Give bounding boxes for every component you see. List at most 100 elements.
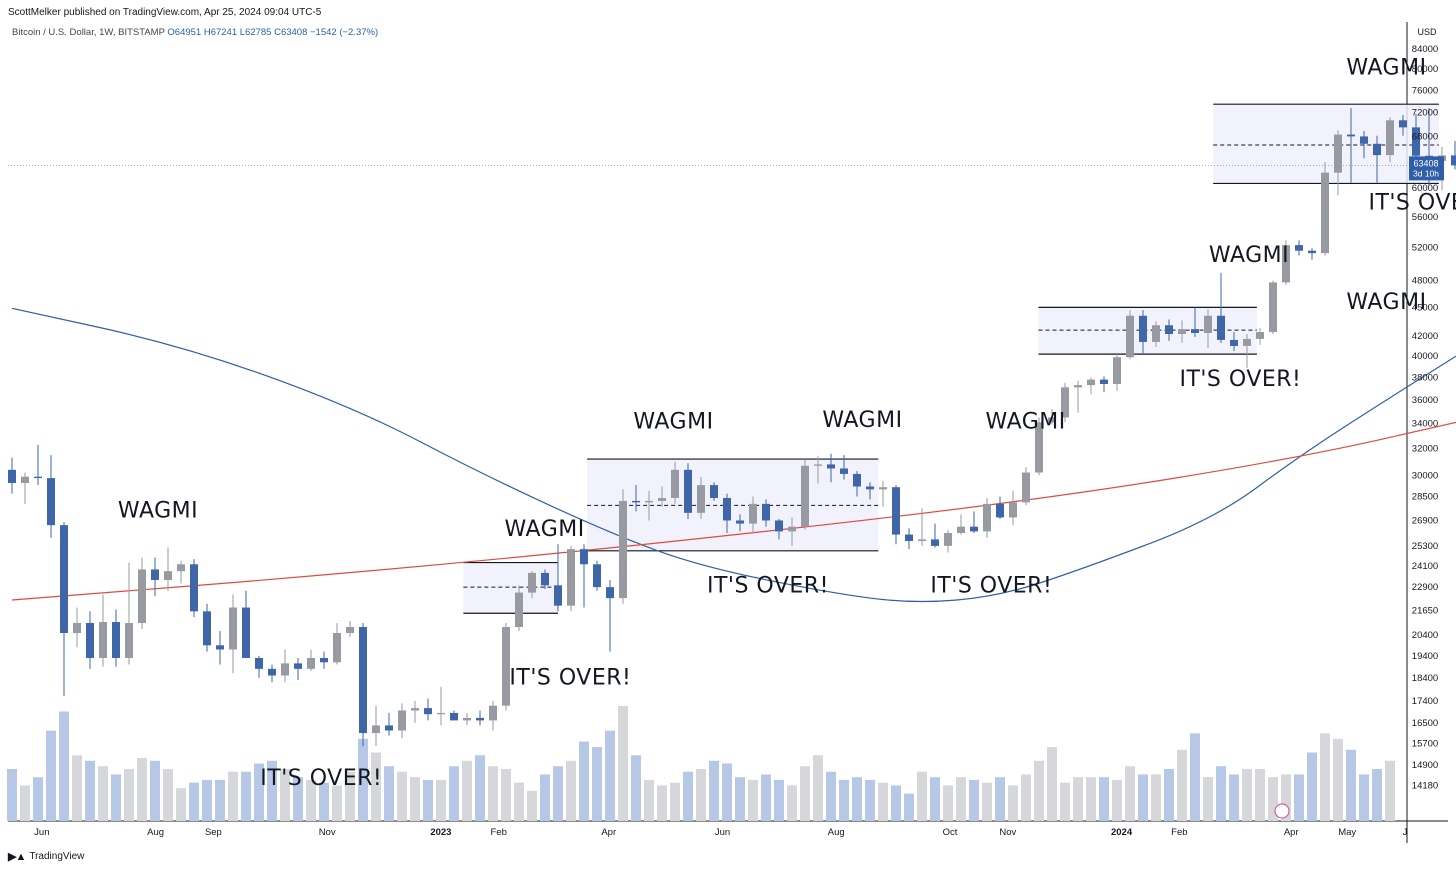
candle — [190, 559, 198, 618]
range-box — [1213, 104, 1439, 184]
candle-body — [1347, 134, 1355, 137]
price-tick-label: 56000 — [1412, 212, 1438, 223]
candle — [1256, 328, 1264, 345]
candle-body — [775, 520, 783, 532]
candle-body — [528, 572, 536, 593]
volume-bar — [956, 777, 966, 821]
volume-bar — [20, 785, 30, 821]
volume-bar — [98, 766, 108, 821]
price-tick-label: 28500 — [1412, 492, 1438, 503]
candle — [1035, 417, 1043, 476]
candle — [723, 493, 731, 533]
candle-body — [1412, 127, 1420, 156]
volume-bar — [150, 760, 160, 821]
volume-bar — [228, 771, 238, 821]
candle — [385, 712, 393, 736]
volume-bar — [293, 777, 303, 821]
volume-bar — [1268, 777, 1278, 821]
candle-body — [814, 464, 822, 466]
candle — [112, 609, 120, 667]
ohlc-values: O64951 H67241 L62785 C63408 −1542 (−2.37… — [167, 27, 379, 38]
volume-bar — [579, 741, 589, 821]
time-tick-label: 2023 — [430, 827, 451, 838]
volume-bar — [1359, 774, 1369, 821]
currency-box — [1413, 24, 1443, 40]
time-tick-label: May — [1338, 827, 1356, 838]
candle-body — [853, 473, 861, 487]
candle-body — [450, 712, 458, 721]
candle — [424, 698, 432, 721]
volume-bar — [592, 747, 602, 821]
candle-body — [372, 725, 380, 734]
volume-bar — [306, 779, 316, 821]
volume-bar — [995, 777, 1005, 821]
candle-body — [918, 539, 926, 541]
volume-bar — [137, 758, 147, 821]
candle-body — [554, 585, 562, 606]
candle-body — [905, 534, 913, 541]
candle — [619, 489, 627, 604]
candle — [1087, 377, 1095, 395]
candle-body — [424, 708, 432, 715]
candle — [1074, 380, 1082, 413]
price-tick-label: 18400 — [1412, 673, 1438, 684]
candle-body — [1191, 329, 1199, 334]
candle-body — [177, 564, 185, 572]
time-tick-label: Sep — [205, 827, 222, 838]
price-tick-label: 16500 — [1412, 718, 1438, 729]
volume-bar — [1164, 768, 1174, 821]
candle-body — [580, 549, 588, 565]
candle-body — [983, 503, 991, 532]
candle — [138, 557, 146, 629]
candle-body — [1386, 120, 1394, 156]
candle-body — [658, 498, 666, 501]
candle-body — [541, 572, 549, 586]
candle — [268, 664, 276, 683]
volume-bar — [735, 777, 745, 821]
candle-body — [684, 469, 692, 513]
candle — [827, 453, 835, 483]
candle-body — [1126, 315, 1134, 358]
chart-annotation: WAGMI — [1209, 243, 1289, 268]
candle — [957, 514, 965, 535]
candle — [34, 444, 42, 486]
volume-bar — [527, 790, 537, 821]
candle-body — [1178, 329, 1186, 334]
volume-bar — [813, 755, 823, 821]
candle — [255, 655, 263, 678]
candle-body — [944, 532, 952, 546]
candle — [229, 594, 237, 674]
volume-bar — [644, 779, 654, 821]
candle-body — [1399, 120, 1407, 128]
tradingview-footer[interactable]: ▶▲ TradingView — [8, 850, 84, 863]
volume-bar — [1203, 777, 1213, 821]
candle-body — [398, 710, 406, 731]
volume-bar — [371, 752, 381, 821]
candle — [1334, 130, 1342, 196]
candle-body — [1373, 143, 1381, 156]
price-tick-label: 17400 — [1412, 696, 1438, 707]
candle — [1373, 135, 1381, 183]
time-tick-label: Aug — [828, 827, 845, 838]
volume-bar — [267, 760, 277, 821]
time-tick-label: Aug — [147, 827, 164, 838]
candle — [411, 700, 419, 723]
price-tick-label: 80000 — [1412, 64, 1438, 75]
candle-body — [892, 487, 900, 535]
volume-bar — [1255, 768, 1265, 821]
volume-bar — [553, 766, 563, 821]
publisher-line: ScottMelker published on TradingView.com… — [8, 7, 322, 18]
candle — [398, 703, 406, 739]
last-price-value: 63408 — [1413, 158, 1438, 168]
volume-bar — [163, 768, 173, 821]
volume-bar — [1099, 777, 1109, 821]
candle-body — [359, 626, 367, 734]
volume-bar — [1008, 785, 1018, 821]
price-tick-label: 76000 — [1412, 85, 1438, 96]
candle — [1347, 108, 1355, 183]
candle — [1178, 320, 1186, 343]
volume-bar — [982, 782, 992, 821]
volume-bar — [1307, 752, 1317, 821]
volume-bar — [865, 779, 875, 821]
